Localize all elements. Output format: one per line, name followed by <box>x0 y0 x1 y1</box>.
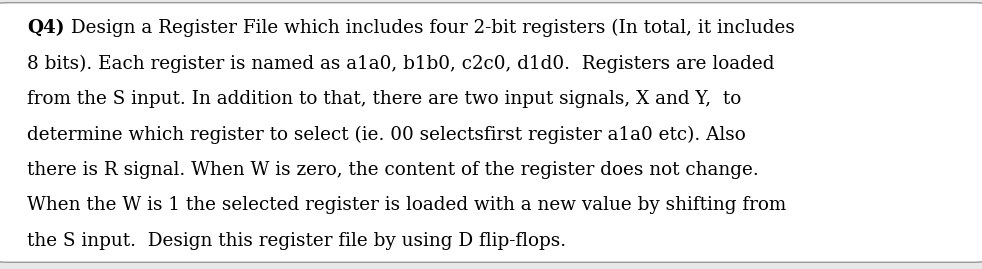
Text: from the S input. In addition to that, there are two input signals, X and Y,  to: from the S input. In addition to that, t… <box>27 90 741 108</box>
Text: determine which register to select (ie. 00 selectsfirst register a1a0 etc). Also: determine which register to select (ie. … <box>27 125 746 144</box>
Text: there is R signal. When W is zero, the content of the register does not change.: there is R signal. When W is zero, the c… <box>27 161 759 179</box>
Text: Design a Register File which includes four 2-bit registers (In total, it include: Design a Register File which includes fo… <box>65 19 794 37</box>
Text: When the W is 1 the selected register is loaded with a new value by shifting fro: When the W is 1 the selected register is… <box>27 196 787 214</box>
FancyBboxPatch shape <box>0 3 982 262</box>
Text: Q4): Q4) <box>27 19 65 37</box>
Text: the S input.  Design this register file by using D flip-flops.: the S input. Design this register file b… <box>27 232 567 250</box>
Text: 8 bits). Each register is named as a1a0, b1b0, c2c0, d1d0.  Registers are loaded: 8 bits). Each register is named as a1a0,… <box>27 54 775 73</box>
